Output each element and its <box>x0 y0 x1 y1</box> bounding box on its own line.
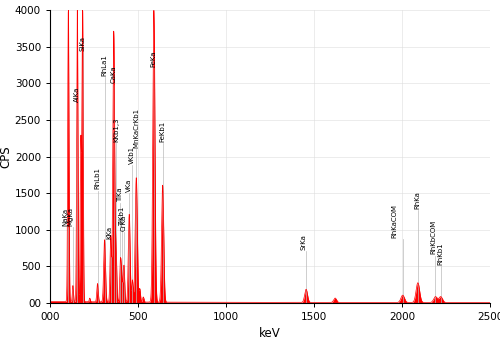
Text: KKb1,3: KKb1,3 <box>113 117 119 142</box>
Text: TiKa: TiKa <box>118 187 124 202</box>
Text: RhKa: RhKa <box>414 191 420 209</box>
Text: MgKa: MgKa <box>68 207 73 226</box>
Text: VKb1: VKb1 <box>128 146 134 164</box>
Text: FeKb1: FeKb1 <box>159 121 165 142</box>
Text: MnKaCrKb1: MnKaCrKb1 <box>133 108 139 148</box>
Text: CrKa: CrKa <box>121 215 127 231</box>
Text: FeKa: FeKa <box>151 51 157 67</box>
Text: NaKa: NaKa <box>62 208 68 226</box>
Text: RhLb1: RhLb1 <box>94 168 100 190</box>
Text: RhKb1: RhKb1 <box>438 242 444 265</box>
Text: SiKa: SiKa <box>80 35 86 51</box>
Text: TiKb1: TiKb1 <box>119 207 125 226</box>
X-axis label: keV: keV <box>259 327 281 340</box>
Text: RhKaCOM: RhKaCOM <box>392 204 398 238</box>
Text: AlKa: AlKa <box>74 86 80 102</box>
Text: SrKa: SrKa <box>300 234 306 250</box>
Text: CaKa: CaKa <box>111 66 117 84</box>
Text: RhKbCOM: RhKbCOM <box>430 220 436 255</box>
Text: RhLa1: RhLa1 <box>101 54 107 76</box>
Text: KKa: KKa <box>107 226 113 239</box>
Text: VKa: VKa <box>126 178 132 192</box>
Y-axis label: CPS: CPS <box>0 145 12 168</box>
